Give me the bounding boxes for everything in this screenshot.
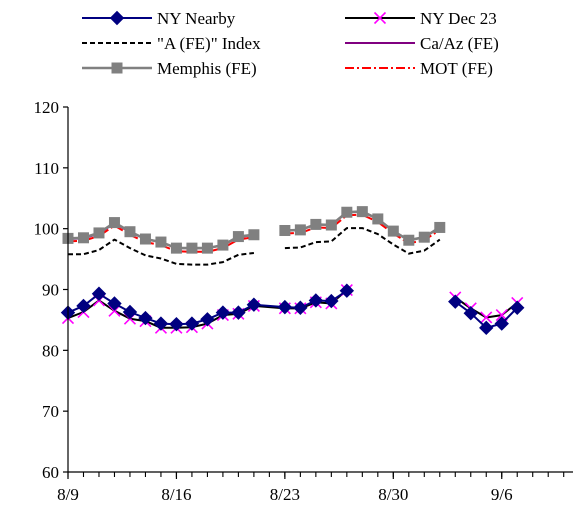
- diamond-marker: [246, 297, 262, 312]
- square-marker: [186, 242, 198, 254]
- series-layer: [60, 206, 525, 336]
- diamond-marker: [308, 293, 324, 308]
- y-tick-label: 60: [42, 463, 59, 482]
- legend-item-memphis-fe: Memphis (FE): [82, 59, 257, 78]
- y-tick-label: 80: [42, 341, 59, 360]
- diamond-marker: [448, 294, 463, 309]
- cross-marker: [108, 304, 121, 317]
- cross-marker: [480, 311, 493, 324]
- diamond-marker: [122, 304, 138, 320]
- diamond-marker: [91, 286, 107, 301]
- square-marker: [356, 206, 368, 218]
- legend-item-a-fe-index: "A (FE)" Index: [82, 34, 261, 53]
- diamond-marker: [324, 293, 339, 309]
- legend-label: MOT (FE): [420, 59, 493, 78]
- diamond-marker: [510, 300, 525, 315]
- square-marker: [232, 231, 244, 243]
- legend-item-ny-dec-23: NY Dec 23: [345, 9, 497, 28]
- square-marker: [139, 233, 151, 245]
- square-marker: [294, 224, 306, 236]
- y-tick-label: 90: [42, 281, 59, 300]
- x-tick-label: 8/16: [161, 485, 191, 504]
- diamond-marker: [107, 296, 122, 311]
- square-marker: [111, 62, 123, 74]
- diamond-marker: [109, 10, 125, 26]
- square-marker: [341, 206, 353, 218]
- diamond-marker: [339, 283, 355, 298]
- diamond-marker: [479, 320, 494, 336]
- square-marker: [434, 221, 446, 233]
- axes: 60 70 80 90 100 110 120 8/9 8/16 8/23 8/30 9/6: [34, 98, 573, 504]
- square-marker: [248, 229, 260, 241]
- square-marker: [387, 225, 399, 237]
- y-tick-label: 100: [34, 220, 60, 239]
- legend-label: Memphis (FE): [157, 59, 257, 78]
- square-marker: [325, 219, 337, 231]
- diamond-marker: [293, 300, 308, 315]
- cross-marker: [373, 11, 387, 25]
- diamond-marker: [494, 316, 509, 331]
- square-marker: [279, 224, 291, 236]
- legend-item-ca-az-fe: Ca/Az (FE): [345, 34, 499, 53]
- square-marker: [155, 236, 167, 248]
- legend-item-ny-nearby: NY Nearby: [82, 9, 236, 28]
- diamond-marker: [153, 316, 169, 331]
- legend-label: "A (FE)" Index: [157, 34, 261, 53]
- diamond-marker: [184, 316, 200, 331]
- square-marker: [77, 232, 89, 244]
- x-tick-label: 9/6: [491, 485, 513, 504]
- diamond-marker: [277, 299, 293, 315]
- square-marker: [217, 239, 229, 251]
- x-tick-label: 8/23: [270, 485, 300, 504]
- diamond-marker: [76, 298, 91, 314]
- diamond-marker: [231, 305, 246, 320]
- series-line: [284, 227, 441, 255]
- square-marker: [124, 226, 136, 238]
- square-marker: [372, 213, 384, 225]
- square-marker: [108, 217, 120, 229]
- diamond-marker: [215, 305, 231, 320]
- y-tick-label: 70: [42, 402, 59, 421]
- diamond-marker: [169, 316, 184, 332]
- series-a-fe-index: [68, 227, 441, 266]
- x-tick-label: 8/30: [378, 485, 408, 504]
- legend: NY Nearby NY Dec 23 "A (FE)" Index Ca/Az (F…: [82, 9, 499, 78]
- y-tick-label: 120: [34, 98, 60, 117]
- y-tick-label: 110: [34, 159, 59, 178]
- square-marker: [170, 242, 182, 254]
- x-tick-label: 8/9: [57, 485, 79, 504]
- legend-label: Ca/Az (FE): [420, 34, 499, 53]
- legend-item-mot-fe: MOT (FE): [345, 59, 493, 78]
- diamond-marker: [463, 306, 478, 321]
- square-marker: [418, 231, 430, 243]
- diamond-marker: [138, 310, 153, 326]
- square-marker: [310, 218, 322, 230]
- series-ny-nearby: [60, 283, 525, 336]
- legend-label: NY Nearby: [157, 9, 236, 28]
- diamond-marker: [200, 312, 215, 327]
- square-marker: [201, 242, 213, 254]
- legend-label: NY Dec 23: [420, 9, 497, 28]
- series-line: [68, 238, 255, 266]
- square-marker: [403, 234, 415, 246]
- square-marker: [93, 227, 105, 239]
